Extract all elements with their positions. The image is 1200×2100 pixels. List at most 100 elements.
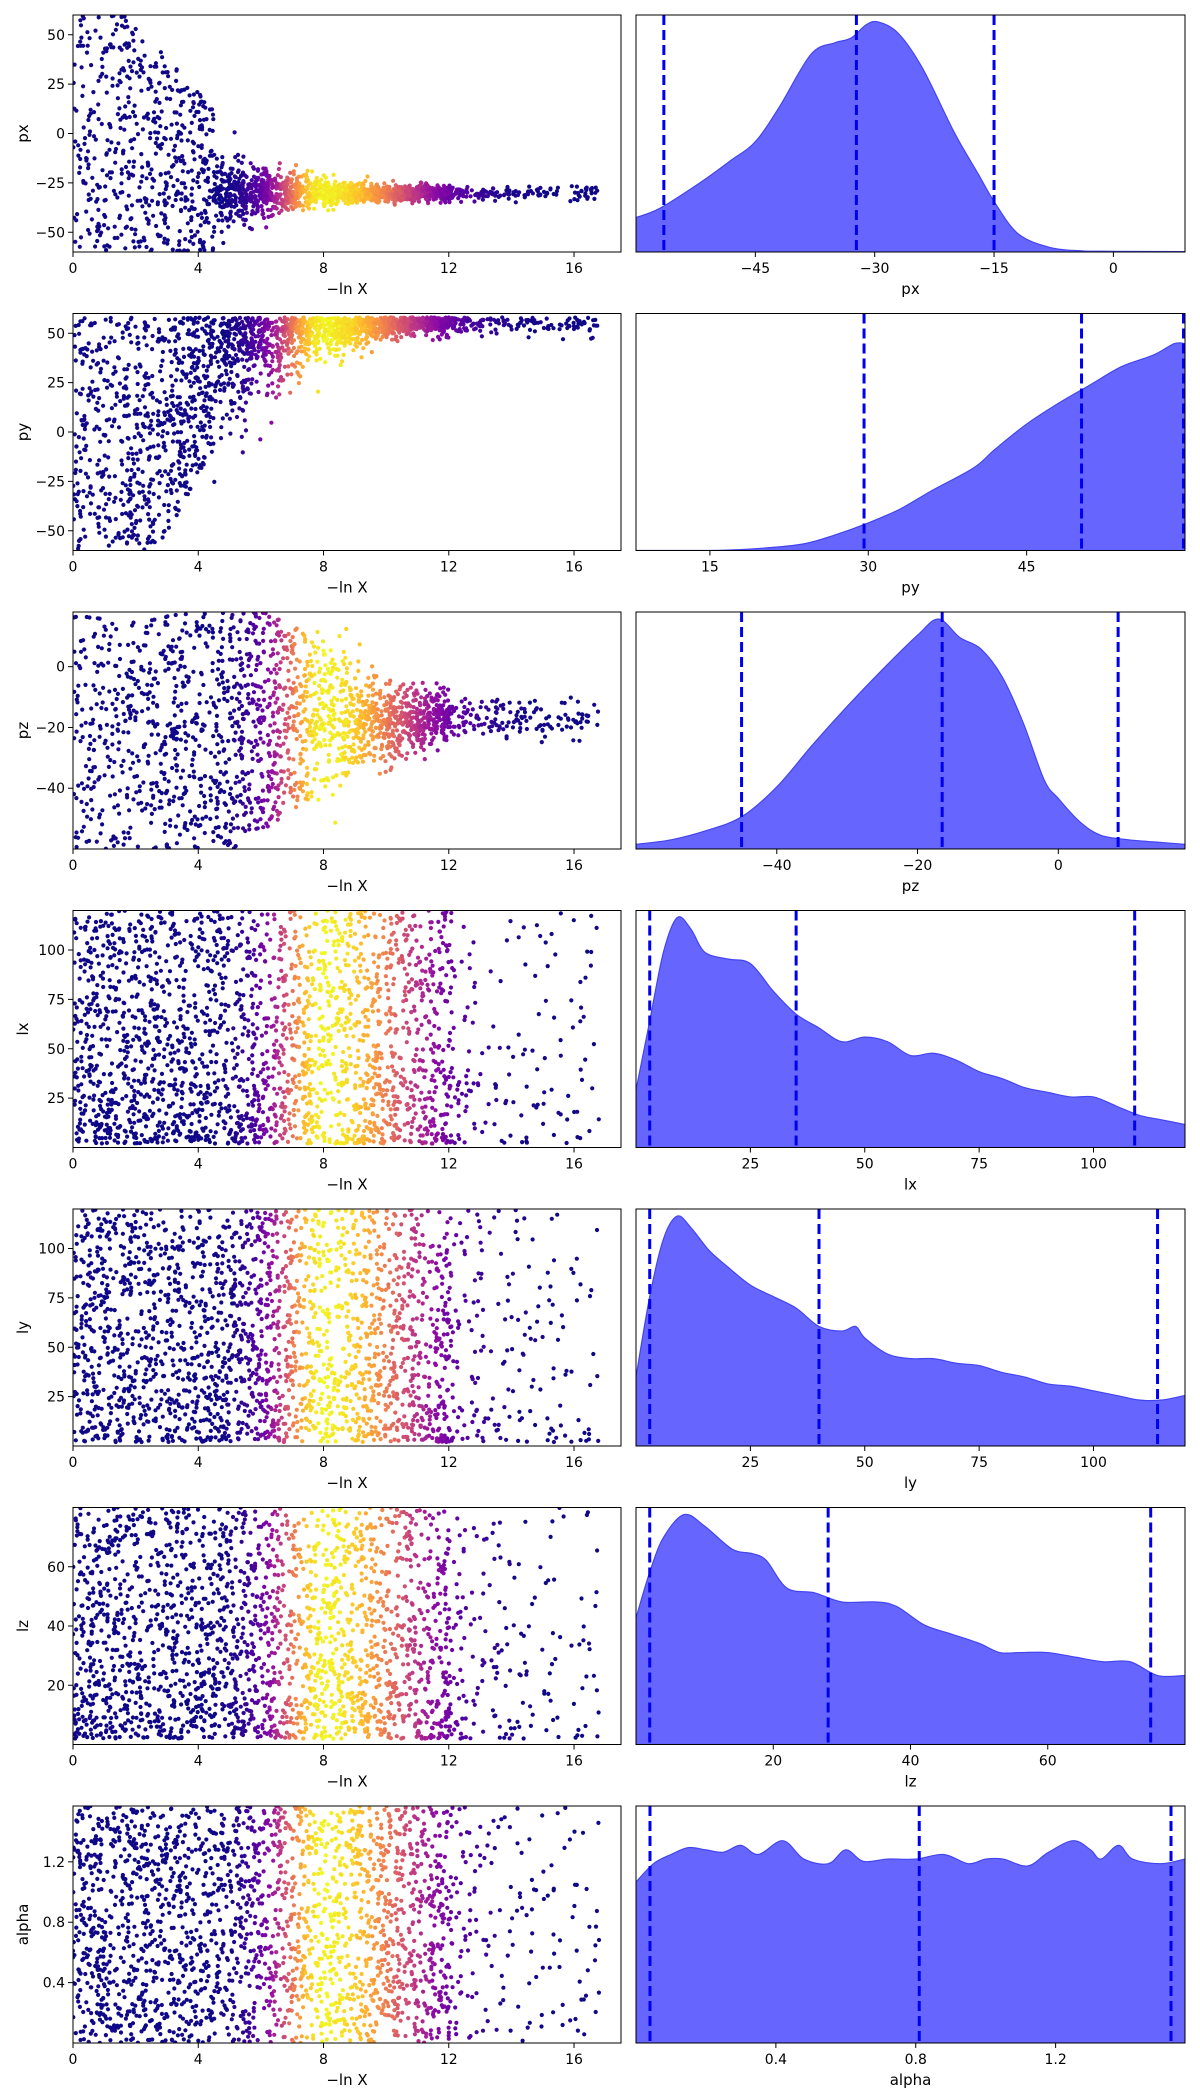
scatter-point <box>312 206 317 211</box>
scatter-point <box>174 110 179 115</box>
scatter-point <box>204 158 209 163</box>
scatter-point <box>172 431 177 436</box>
scatter-point <box>129 522 134 527</box>
scatter-point <box>122 127 127 132</box>
scatter-point <box>199 123 204 128</box>
scatter-point <box>103 433 108 438</box>
scatter-point <box>217 750 222 755</box>
scatter-point <box>254 379 259 384</box>
scatter-point <box>305 204 310 209</box>
scatter-point <box>349 332 354 337</box>
scatter-point <box>147 203 152 208</box>
scatter-point <box>288 390 293 395</box>
scatter-point <box>279 776 284 782</box>
scatter-point <box>110 701 115 707</box>
scatter-point <box>77 450 82 455</box>
scatter-point <box>157 400 162 405</box>
scatter-point <box>251 346 256 351</box>
scatter-point <box>141 235 146 240</box>
scatter-point <box>405 751 410 756</box>
x-tick-label: 0 <box>69 261 78 277</box>
scatter-point <box>343 682 348 687</box>
y-axis-label: py <box>14 423 32 442</box>
scatter-point <box>199 405 204 411</box>
scatter-point <box>179 446 184 451</box>
scatter-point <box>341 649 346 655</box>
scatter-point <box>201 373 207 378</box>
scatter-point <box>201 462 206 467</box>
scatter-point <box>243 324 248 329</box>
scatter-point <box>135 370 140 375</box>
scatter-point <box>318 182 323 188</box>
scatter-point <box>132 435 137 440</box>
scatter-point <box>182 719 187 725</box>
scatter-point <box>222 197 227 202</box>
scatter-point <box>157 100 162 105</box>
scatter-point <box>209 435 214 440</box>
scatter-point <box>250 209 255 214</box>
x-axis-label: −ln X <box>326 280 367 298</box>
scatter-point <box>205 202 210 207</box>
scatter-point <box>89 217 94 222</box>
scatter-point <box>294 350 299 356</box>
scatter-point <box>128 64 133 69</box>
scatter-point <box>173 347 178 352</box>
scatter-point <box>141 483 146 488</box>
scatter-point <box>364 698 369 704</box>
scatter-point <box>227 376 232 381</box>
scatter-point <box>160 70 165 75</box>
scatter-point <box>185 138 190 143</box>
scatter-point <box>91 110 97 115</box>
scatter-point <box>240 350 245 355</box>
scatter-point <box>190 463 195 468</box>
scatter-point <box>99 56 104 62</box>
scatter-point <box>175 430 180 435</box>
scatter-point <box>369 350 374 355</box>
scatter-point <box>316 332 321 337</box>
scatter-point <box>144 197 149 202</box>
scatter-point <box>93 137 98 142</box>
scatter-point <box>236 180 241 185</box>
scatter-point <box>366 693 371 698</box>
scatter-point <box>243 190 248 196</box>
scatter-point <box>354 195 359 200</box>
scatter-point <box>92 511 97 516</box>
scatter-point <box>571 320 576 325</box>
scatter-point <box>85 30 90 35</box>
scatter-point <box>219 165 224 170</box>
scatter-point <box>207 419 212 424</box>
scatter-point <box>134 537 139 542</box>
scatter-point <box>454 191 459 196</box>
scatter-point <box>126 451 131 456</box>
scatter-point <box>312 319 317 324</box>
scatter-point <box>170 203 175 209</box>
scatter-point <box>112 235 117 241</box>
scatter-point <box>211 117 216 122</box>
scatter-point <box>140 174 145 179</box>
scatter-point <box>313 344 318 349</box>
scatter-point <box>300 330 305 335</box>
scatter-point <box>96 644 101 650</box>
scatter-point <box>225 329 230 334</box>
scatter-point <box>110 539 115 544</box>
scatter-point <box>264 345 269 350</box>
scatter-point <box>150 373 155 379</box>
scatter-point <box>380 189 385 194</box>
scatter-point <box>201 682 206 688</box>
scatter-point <box>446 189 451 195</box>
scatter-point <box>160 55 165 60</box>
scatter-point <box>424 706 430 711</box>
scatter-point <box>414 322 419 327</box>
scatter-point <box>322 193 327 198</box>
scatter-point <box>108 634 113 639</box>
scatter-point <box>162 236 167 241</box>
scatter-point <box>584 185 589 190</box>
scatter-point <box>212 389 218 394</box>
scatter-point <box>78 165 83 170</box>
scatter-point <box>419 695 424 700</box>
scatter-point <box>97 426 102 432</box>
scatter-point <box>98 35 103 40</box>
scatter-point <box>298 374 303 379</box>
scatter-point <box>127 332 132 337</box>
